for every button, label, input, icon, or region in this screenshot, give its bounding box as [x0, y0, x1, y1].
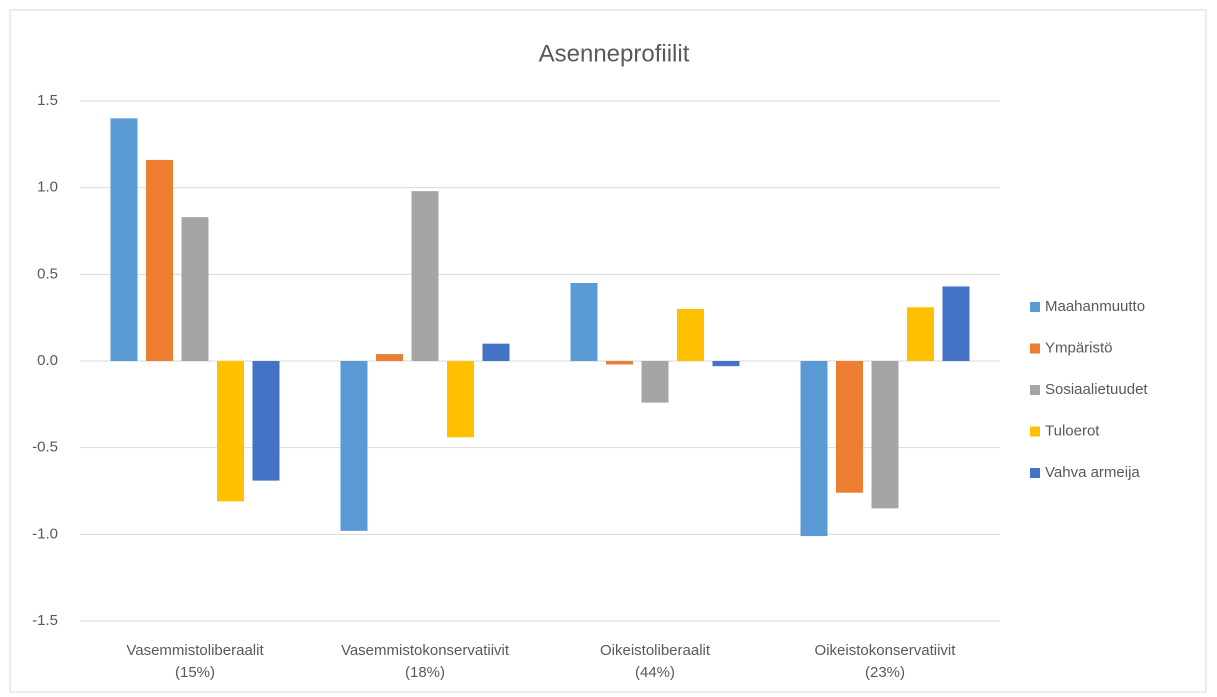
- bar: [606, 361, 633, 365]
- y-tick-label: -1.0: [32, 525, 58, 542]
- legend-label: Tuloerot: [1045, 422, 1100, 439]
- x-tick-label: Oikeistoliberaalit (44%): [599, 642, 711, 681]
- legend-swatch: [1030, 468, 1040, 478]
- bar: [836, 361, 863, 493]
- bar: [942, 286, 970, 361]
- legend-label: Sosiaalietuudet: [1045, 381, 1148, 398]
- legend-swatch: [1030, 426, 1040, 437]
- bar: [907, 307, 934, 361]
- legend-swatch: [1030, 343, 1040, 354]
- legend-swatch: [1030, 385, 1040, 395]
- bar: [677, 309, 704, 361]
- bar: [641, 361, 669, 403]
- chart-title: Asenneprofiilit: [539, 40, 690, 67]
- bar: [181, 217, 209, 361]
- x-tick-label: Oikeistokonservatiivit (23%): [814, 642, 956, 681]
- bar: [146, 159, 173, 361]
- legend-label: Ympäristö: [1045, 339, 1113, 356]
- bar: [376, 354, 403, 361]
- y-tick-label: 0.5: [37, 265, 58, 282]
- bar: [871, 361, 899, 509]
- x-tick-label: Vasemmistoliberaalit (15%): [126, 642, 264, 681]
- bar: [800, 361, 828, 537]
- bar: [482, 343, 510, 361]
- y-tick-label: -0.5: [32, 439, 58, 456]
- bar: [570, 283, 598, 361]
- y-tick-label: 0.0: [37, 352, 58, 369]
- bar: [110, 118, 138, 361]
- chart-border: [9, 9, 1207, 693]
- y-tick-label: 1.0: [37, 179, 58, 196]
- bar: [411, 191, 439, 361]
- x-tick-label: Vasemmistokonservatiivit (18%): [340, 642, 510, 681]
- bar: [252, 361, 280, 481]
- legend-label: Vahva armeija: [1045, 464, 1140, 481]
- legend-swatch: [1030, 302, 1040, 312]
- bar: [217, 361, 244, 502]
- bar: [447, 361, 474, 438]
- legend-label: Maahanmuutto: [1045, 298, 1145, 315]
- bar: [340, 361, 368, 531]
- bar: [712, 361, 740, 367]
- y-tick-label: -1.5: [32, 612, 58, 629]
- y-tick-label: 1.5: [37, 92, 58, 109]
